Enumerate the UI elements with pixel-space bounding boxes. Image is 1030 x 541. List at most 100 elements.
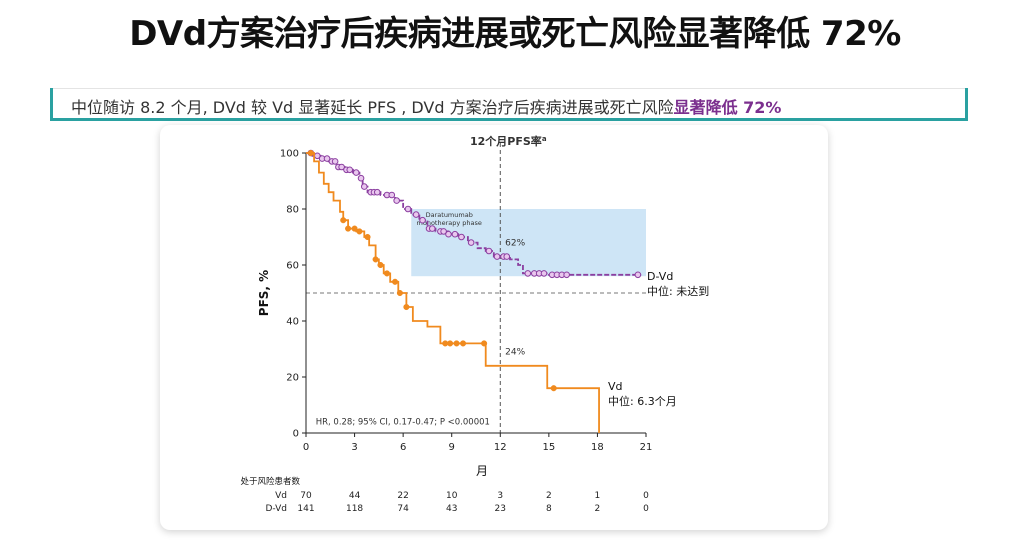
series-line-Vd bbox=[306, 152, 600, 433]
censor-marker-Vd bbox=[377, 261, 384, 269]
chart-title: 12个月PFS率 bbox=[470, 134, 542, 148]
censor-marker-Vd bbox=[453, 340, 460, 347]
censor-marker-D-Vd bbox=[540, 270, 548, 277]
censor-marker-D-Vd bbox=[440, 228, 447, 235]
censor-marker-Vd bbox=[403, 303, 410, 311]
censor-marker-Vd bbox=[372, 256, 379, 263]
censor-marker-D-Vd bbox=[467, 239, 475, 246]
y-tick-label: 80 bbox=[286, 205, 299, 216]
censor-marker-D-Vd bbox=[445, 230, 452, 238]
series-label-dvd-median: 中位: 未达到 bbox=[647, 284, 709, 298]
risk-cell: 2 bbox=[546, 491, 552, 501]
censor-marker-D-Vd bbox=[346, 166, 354, 174]
chart-title-superscript: a bbox=[542, 135, 547, 143]
banner-right-accent bbox=[965, 88, 968, 121]
chart-title-group: 12个月PFS率a bbox=[470, 134, 547, 148]
censor-marker-D-Vd bbox=[360, 183, 368, 190]
x-axis-label: 月 bbox=[476, 464, 488, 478]
censor-marker-D-Vd bbox=[338, 163, 345, 171]
censor-marker-D-Vd bbox=[388, 191, 396, 199]
censor-marker-D-Vd bbox=[357, 174, 365, 182]
slide-title: DVd方案治疗后疾病进展或死亡风险显著降低 72% bbox=[129, 14, 901, 54]
y-tick-label: 100 bbox=[280, 149, 299, 160]
censor-marker-Vd bbox=[391, 278, 399, 285]
risk-cell: 118 bbox=[346, 504, 363, 514]
risk-cell: 141 bbox=[297, 504, 314, 514]
x-tick-label: 6 bbox=[400, 442, 406, 453]
x-tick-label: 3 bbox=[351, 442, 357, 453]
risk-row-label-Vd: Vd bbox=[275, 491, 287, 501]
daratumumab-phase-region bbox=[411, 209, 646, 277]
subtitle-text: 中位随访 8.2 个月, DVd 较 Vd 显著延长 PFS , DVd 方案治… bbox=[71, 94, 781, 118]
censor-marker-Vd bbox=[345, 225, 352, 232]
x-tick-label: 15 bbox=[542, 442, 555, 453]
risk-table-header: 处于风险患者数 bbox=[240, 476, 300, 487]
censor-marker-D-Vd bbox=[352, 169, 360, 176]
censor-marker-D-Vd bbox=[458, 233, 465, 241]
annotation-0: 62% bbox=[505, 238, 525, 248]
censor-marker-D-Vd bbox=[563, 271, 570, 279]
risk-cell: 10 bbox=[446, 491, 458, 501]
x-tick-label: 0 bbox=[303, 442, 309, 453]
risk-cell: 44 bbox=[349, 491, 361, 501]
risk-cell: 70 bbox=[300, 491, 312, 501]
censor-marker-D-Vd bbox=[634, 271, 642, 279]
censor-marker-Vd bbox=[340, 217, 347, 224]
figure-card: Daratumumab monotherapy phase 0 20 40 60 80 10… bbox=[160, 125, 828, 530]
censor-marker-D-Vd bbox=[451, 230, 459, 238]
censor-marker-D-Vd bbox=[323, 155, 331, 162]
shaded-region-label-line1: Daratumumab bbox=[426, 211, 473, 219]
y-tick-label: 0 bbox=[293, 429, 299, 440]
censor-marker-Vd bbox=[307, 149, 314, 157]
risk-cell: 0 bbox=[643, 504, 649, 514]
x-tick-label: 9 bbox=[449, 442, 455, 453]
risk-cell: 2 bbox=[595, 504, 601, 514]
risk-cell: 23 bbox=[495, 504, 506, 514]
risk-cell: 8 bbox=[546, 504, 552, 514]
series-label-dvd: D-Vd bbox=[647, 270, 673, 283]
x-tick-label: 12 bbox=[494, 442, 507, 453]
subtitle-banner: 中位随访 8.2 个月, DVd 较 Vd 显著延长 PFS , DVd 方案治… bbox=[50, 88, 968, 121]
series-label-vd: Vd bbox=[608, 380, 623, 393]
y-tick-label: 60 bbox=[286, 261, 299, 272]
censor-marker-D-Vd bbox=[412, 211, 420, 218]
censor-marker-D-Vd bbox=[419, 216, 426, 224]
risk-cell: 74 bbox=[397, 504, 409, 514]
annotation-1: 24% bbox=[505, 348, 525, 358]
censor-marker-D-Vd bbox=[524, 270, 532, 277]
censor-marker-D-Vd bbox=[428, 225, 436, 232]
risk-cell: 43 bbox=[446, 504, 457, 514]
y-axis-label: PFS, % bbox=[257, 270, 271, 316]
banner-left-accent bbox=[50, 88, 53, 121]
shaded-region-label-line2: monotherapy phase bbox=[417, 219, 482, 227]
y-tick-label: 40 bbox=[286, 317, 299, 328]
censor-marker-D-Vd bbox=[331, 158, 339, 165]
subtitle-highlight: 显著降低 72% bbox=[673, 98, 782, 117]
risk-cell: 22 bbox=[397, 491, 408, 501]
censor-marker-Vd bbox=[383, 270, 391, 277]
risk-cell: 0 bbox=[643, 491, 649, 501]
censor-marker-Vd bbox=[481, 340, 488, 347]
x-tick-label: 21 bbox=[640, 442, 653, 453]
x-tick-label: 18 bbox=[591, 442, 604, 453]
censor-marker-D-Vd bbox=[485, 247, 493, 255]
subtitle-main: 中位随访 8.2 个月, DVd 较 Vd 显著延长 PFS , DVd 方案治… bbox=[71, 98, 674, 117]
annotation-2: HR, 0.28; 95% CI, 0.17-0.47; P <0.00001 bbox=[316, 418, 490, 428]
censor-marker-D-Vd bbox=[493, 253, 501, 260]
risk-cell: 1 bbox=[595, 491, 601, 501]
censor-marker-D-Vd bbox=[373, 188, 381, 196]
censor-marker-Vd bbox=[356, 228, 363, 235]
censor-marker-D-Vd bbox=[503, 253, 511, 260]
censor-marker-Vd bbox=[550, 385, 557, 392]
censor-marker-D-Vd bbox=[393, 197, 400, 204]
censor-marker-Vd bbox=[351, 225, 358, 232]
censor-marker-Vd bbox=[364, 233, 371, 241]
censor-marker-Vd bbox=[447, 340, 454, 347]
series-label-vd-median: 中位: 6.3个月 bbox=[608, 394, 677, 408]
censor-marker-Vd bbox=[396, 289, 403, 297]
censor-marker-D-Vd bbox=[404, 205, 412, 213]
risk-cell: 3 bbox=[497, 491, 503, 501]
y-tick-label: 20 bbox=[286, 373, 299, 384]
censor-marker-Vd bbox=[459, 340, 467, 347]
